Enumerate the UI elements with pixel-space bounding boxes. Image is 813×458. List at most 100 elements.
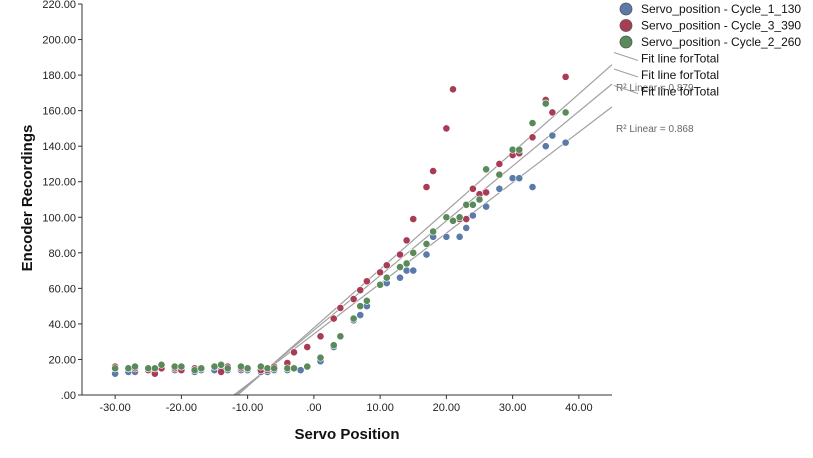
data-point: [409, 266, 418, 275]
y-tick-label: 20.00: [48, 354, 76, 366]
data-point: [449, 216, 457, 225]
data-point: [144, 364, 153, 373]
data-point: [442, 213, 451, 222]
data-point: [356, 302, 365, 311]
data-point: [548, 108, 557, 117]
legend-marker: [619, 2, 633, 16]
data-point: [429, 167, 438, 175]
data-point: [482, 202, 491, 211]
x-tick-label: -20.00: [166, 402, 197, 414]
legend-label: Servo_position - Cycle_2_260: [641, 35, 801, 49]
data-point: [396, 250, 404, 259]
legend-fit-line-marker: [613, 52, 639, 61]
data-point: [329, 341, 338, 350]
data-point: [409, 248, 418, 257]
data-point: [316, 332, 325, 341]
y-tick-label: 180.00: [42, 70, 76, 82]
data-points: [111, 72, 570, 378]
y-tick-label: 220.00: [42, 0, 76, 11]
data-point: [243, 364, 252, 373]
x-tick-label: .00: [306, 402, 321, 414]
data-point: [356, 311, 365, 319]
data-point: [111, 364, 120, 373]
data-point: [442, 232, 451, 241]
data-point: [157, 360, 166, 369]
legend-marker: [619, 19, 633, 32]
y-tick-label: 200.00: [42, 35, 76, 47]
data-point: [382, 273, 391, 282]
y-axis-ticks: .00 20.00 40.00 60.00 80.00 100.00 120.00 140.0…: [42, 0, 82, 402]
data-point: [303, 362, 312, 371]
data-point: [515, 174, 524, 183]
data-point: [290, 364, 298, 373]
legend-label: Fit line forTotal: [641, 85, 719, 99]
data-point: [541, 99, 550, 108]
data-point: [548, 131, 557, 140]
data-point: [515, 145, 524, 154]
y-tick-label: 100.00: [42, 212, 76, 224]
data-point: [468, 211, 477, 220]
fit-line: [235, 83, 613, 396]
data-point: [561, 108, 570, 117]
data-point: [177, 362, 186, 371]
y-tick-label: 140.00: [42, 141, 76, 153]
x-tick-label: 20.00: [433, 402, 461, 414]
data-point: [495, 170, 504, 179]
data-point: [402, 236, 411, 245]
data-point: [409, 215, 418, 223]
data-point: [429, 227, 438, 236]
data-point: [290, 348, 298, 357]
x-axis-ticks: -30.00 -20.00 -10.00 .00 10.00 20.00 30.00 40.0…: [100, 395, 593, 414]
y-tick-label: 80.00: [48, 248, 76, 260]
data-point: [402, 266, 411, 275]
data-point: [495, 184, 504, 193]
legend-marker: [619, 35, 633, 49]
data-point: [124, 364, 133, 373]
data-point: [270, 364, 279, 373]
x-axis-title: Servo Position: [294, 426, 399, 443]
data-point: [190, 366, 199, 375]
data-point: [475, 195, 484, 204]
r2-label: R² Linear = 0.879: [616, 83, 694, 94]
data-point: [217, 360, 226, 369]
data-point: [561, 72, 570, 81]
data-point: [422, 183, 431, 191]
data-point: [402, 259, 411, 268]
legend-label: Fit line forTotal: [641, 52, 719, 66]
data-point: [217, 367, 226, 376]
data-point: [256, 362, 265, 371]
data-point: [482, 165, 491, 174]
data-point: [210, 362, 219, 371]
data-point: [303, 343, 312, 351]
data-point: [316, 353, 325, 362]
x-tick-label: -30.00: [100, 402, 131, 414]
fit-line: [237, 64, 613, 396]
data-point: [283, 364, 292, 373]
data-point: [197, 364, 206, 373]
data-point: [528, 183, 537, 191]
data-point: [528, 133, 537, 142]
y-tick-label: 60.00: [48, 283, 76, 295]
data-point: [131, 362, 139, 371]
data-point: [396, 273, 404, 282]
data-point: [329, 314, 338, 323]
data-point: [462, 215, 471, 223]
legend-fit-line-marker: [613, 68, 639, 78]
data-point: [362, 296, 371, 305]
data-point: [362, 277, 371, 286]
data-point: [495, 160, 504, 168]
data-point: [356, 286, 365, 295]
x-tick-label: 40.00: [565, 402, 593, 414]
data-point: [336, 332, 345, 341]
x-tick-label: -10.00: [232, 402, 263, 414]
data-point: [449, 85, 457, 94]
data-point: [296, 366, 305, 375]
y-tick-label: 120.00: [42, 177, 76, 189]
data-point: [422, 250, 431, 259]
data-point: [528, 119, 537, 127]
data-point: [382, 261, 391, 270]
data-point: [237, 362, 245, 371]
data-point: [376, 268, 385, 277]
data-point: [263, 364, 272, 373]
